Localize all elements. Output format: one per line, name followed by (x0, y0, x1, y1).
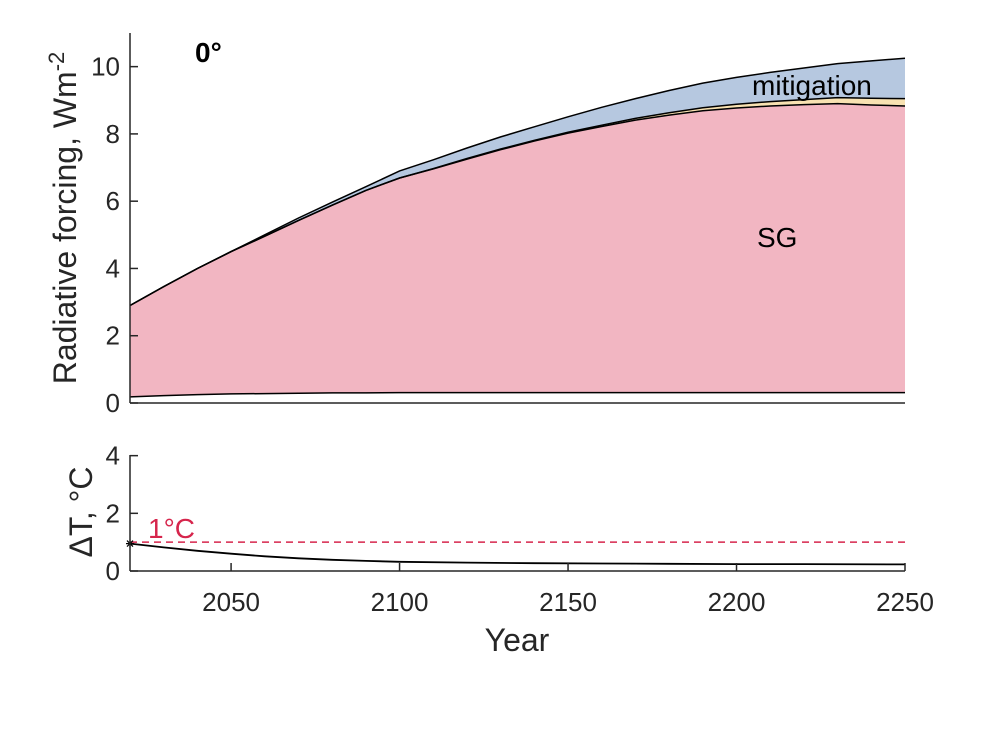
forcing-y-axis-label-text: Radiative forcing, Wm (47, 71, 83, 384)
forcing-y-tick-label: 8 (106, 119, 120, 149)
panel-label: 0° (195, 37, 222, 68)
forcing-y-tick-label: 0 (106, 388, 120, 418)
temperature-x-ticks: 2050 2100 2150 2200 2250 (202, 563, 934, 617)
forcing-panel: 0 2 4 6 8 10 0° mitigation SG Radiative forci… (44, 33, 906, 418)
forcing-y-axis-label-superscript: -2 (44, 52, 69, 72)
x-tick-label: 2200 (708, 587, 766, 617)
x-tick-label: 2050 (202, 587, 260, 617)
area-series-1 (130, 103, 905, 397)
reference-line-label: 1°C (148, 513, 195, 544)
forcing-areas (130, 58, 905, 403)
x-tick-label: 2150 (539, 587, 597, 617)
forcing-y-tick-label: 4 (106, 253, 120, 283)
temperature-y-ticks: 0 2 4 (106, 441, 138, 586)
series-label-mitigation: mitigation (752, 70, 872, 101)
temperature-y-tick-label: 2 (106, 498, 120, 528)
series-label-sg: SG (757, 222, 797, 253)
x-tick-label: 2250 (876, 587, 934, 617)
temperature-line (126, 539, 906, 566)
x-axis-label: Year (485, 622, 550, 658)
area-boundary-3 (129, 57, 906, 307)
forcing-y-tick-label: 2 (106, 321, 120, 351)
temperature-y-tick-label: 4 (106, 441, 120, 471)
forcing-y-tick-label: 10 (91, 52, 120, 82)
area-series-0 (130, 392, 905, 403)
forcing-y-ticks: 0 2 4 6 8 10 (91, 52, 138, 418)
forcing-boundary-lines (129, 57, 906, 398)
temperature-y-axis-label: ΔT, °C (63, 466, 99, 557)
area-boundary-0 (129, 391, 905, 398)
forcing-y-axis-label: Radiative forcing, Wm-2 (44, 52, 83, 385)
forcing-y-tick-label: 6 (106, 186, 120, 216)
temperature-y-tick-label: 0 (106, 556, 120, 586)
temperature-panel: 1°C 0 2 4 2050 2100 2150 2200 2250 ΔT, °C Year (63, 441, 934, 658)
x-tick-label: 2100 (371, 587, 429, 617)
area-series-3 (130, 58, 905, 306)
area-boundary-2 (129, 96, 906, 307)
temperature-series-0 (129, 542, 906, 566)
